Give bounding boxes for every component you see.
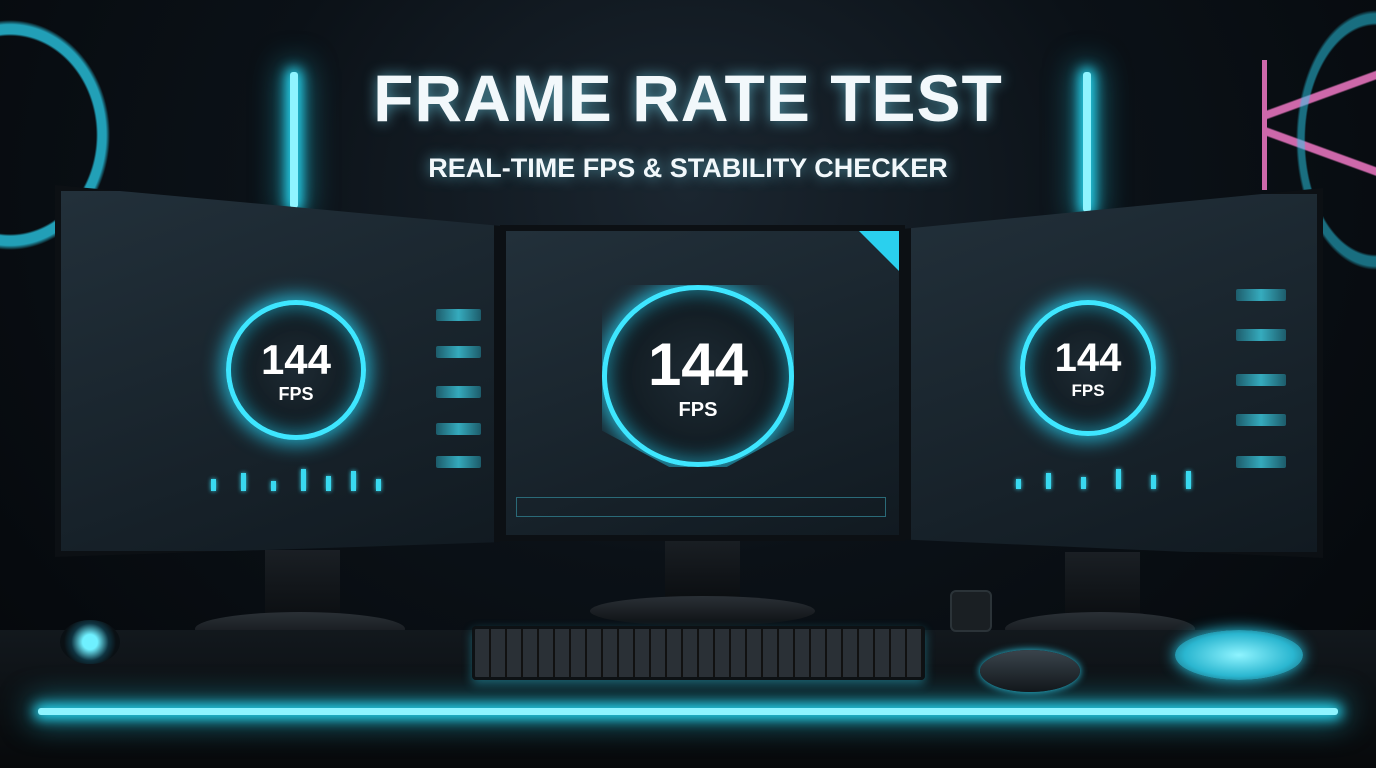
left-fps-graph [201, 446, 401, 491]
center-monitor-base [590, 596, 815, 626]
left-fps-unit: FPS [278, 383, 314, 404]
left-fps-value: 144 [260, 335, 332, 383]
right-fps-unit: FPS [1071, 380, 1105, 400]
right-monitor-stand [1065, 552, 1140, 622]
right-stat-panel [1236, 374, 1286, 386]
left-stat-panel [436, 423, 481, 435]
page-title: FRAME RATE TEST [373, 61, 1003, 135]
headphones [60, 620, 120, 664]
right-fps-value: 144 [1054, 335, 1122, 380]
center-fps-gauge: 144 FPS [602, 285, 794, 467]
right-fps-gauge: 144 FPS [1020, 300, 1156, 436]
neon-strip-right [1083, 72, 1091, 212]
keyboard [472, 626, 925, 680]
right-stat-panel [1236, 414, 1286, 426]
right-fps-graph [1006, 449, 1206, 489]
center-fps-value: 144 [647, 331, 749, 398]
speaker-device [1175, 630, 1303, 680]
neon-strip-left [290, 72, 298, 208]
bottom-toolbar [516, 497, 886, 517]
corner-badge [859, 231, 899, 271]
page-subtitle: REAL-TIME FPS & STABILITY CHECKER [428, 153, 948, 183]
center-monitor-stand [665, 538, 740, 603]
left-fps-gauge: 144 FPS [226, 300, 366, 440]
right-stat-panel [1236, 329, 1286, 341]
left-stat-panel [436, 456, 481, 468]
webcam [950, 590, 992, 632]
left-stat-panel [436, 386, 481, 398]
right-stat-panel [1236, 289, 1286, 301]
desk-light-strip [38, 708, 1338, 715]
left-stat-panel [436, 346, 481, 358]
mouse [980, 650, 1080, 692]
left-stat-panel [436, 309, 481, 321]
center-fps-unit: FPS [678, 399, 718, 421]
right-stat-panel [1236, 456, 1286, 468]
